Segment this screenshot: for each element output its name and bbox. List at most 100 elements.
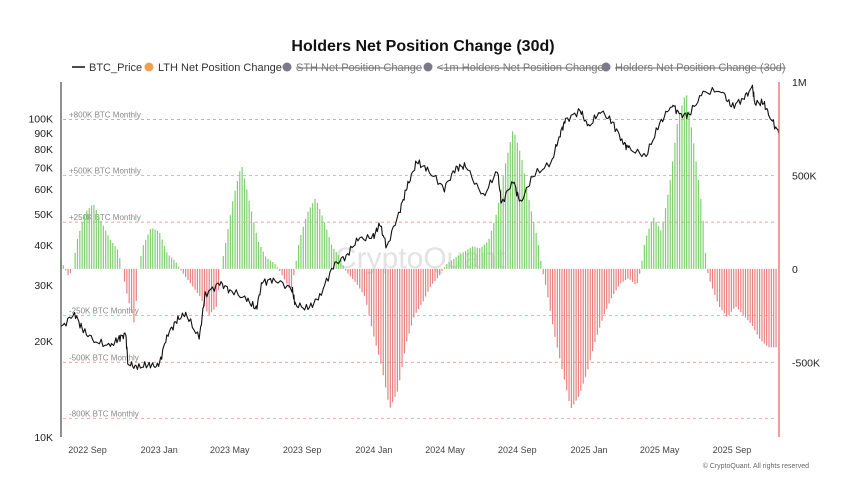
lth-bar [758, 268, 761, 339]
lth-bar [210, 268, 213, 313]
reference-line-label: -500K BTC Monthly [69, 353, 139, 362]
lth-bar [448, 262, 450, 269]
legend-item-sth[interactable]: STH Net Position Change [282, 62, 422, 74]
left-tick-label: 100K [28, 113, 53, 125]
lth-bar [114, 246, 116, 269]
lth-bar [521, 160, 523, 269]
lth-bar [495, 214, 497, 269]
right-tick-label: 500K [792, 170, 817, 182]
lth-bar [646, 235, 648, 269]
lth-bar [686, 95, 688, 269]
lth-bar [159, 233, 161, 269]
lth-bar [709, 268, 711, 282]
lth-bar [377, 268, 380, 355]
legend-label: Holders Net Position Change (30d) [615, 62, 786, 74]
lth-bar [156, 230, 159, 269]
legend-item-btc-price[interactable]: BTC_Price [72, 62, 142, 74]
lth-bar [154, 229, 156, 269]
lth-bar [93, 204, 95, 269]
lth-bar [700, 198, 702, 269]
lth-bar [319, 209, 321, 269]
lth-bar [660, 230, 662, 269]
legend-item-lth[interactable]: LTH Net Position Change [144, 62, 282, 74]
legend-dot-marker [601, 62, 611, 72]
left-tick-label: 50K [34, 209, 53, 221]
lth-bar [255, 232, 257, 269]
lth-bar [234, 190, 236, 269]
lth-bar [112, 242, 114, 269]
lth-bar [655, 221, 657, 269]
lth-bar [714, 268, 716, 295]
lth-bar [756, 268, 758, 335]
lth-bar [502, 176, 504, 269]
lth-bar [396, 268, 398, 392]
lth-bar [185, 268, 187, 277]
lth-bars [60, 95, 777, 409]
lth-bar [206, 268, 208, 312]
lth-bar [199, 268, 201, 297]
lth-bar [192, 268, 194, 287]
lth-bar [676, 124, 678, 269]
lth-bar [563, 268, 565, 380]
lth-bar [537, 244, 540, 269]
legend-dot-marker [144, 62, 154, 72]
lth-bar [556, 268, 558, 348]
lth-bar [170, 257, 173, 269]
lth-bar [582, 268, 584, 384]
lth-bar [547, 268, 549, 298]
lth-bar [168, 255, 170, 269]
lth-bar [631, 268, 634, 282]
lth-bar [420, 268, 422, 306]
reference-line-label: +800K BTC Monthly [69, 110, 141, 119]
lth-bar [375, 268, 377, 346]
lth-bar [370, 268, 373, 327]
lth-bar [726, 268, 728, 317]
lth-bar [766, 268, 768, 346]
lth-bar [467, 249, 469, 269]
lth-bar [634, 268, 636, 285]
lth-bar [140, 256, 142, 269]
legend-label: STH Net Position Change [296, 62, 422, 74]
lth-bar [519, 150, 521, 269]
lth-bar [236, 181, 239, 269]
lth-bar [702, 220, 704, 269]
lth-bar [584, 268, 587, 377]
lth-bar [250, 211, 253, 269]
lth-bar [427, 268, 429, 292]
lth-bar [415, 268, 417, 313]
lth-bar [203, 268, 206, 307]
lth-bar [399, 268, 401, 381]
lth-bar [403, 268, 406, 354]
lth-bar [290, 268, 293, 289]
lth-bar [232, 201, 234, 269]
lth-bar [606, 268, 608, 309]
lth-bar [225, 242, 227, 269]
lth-bar [747, 268, 749, 321]
lth-bar [380, 268, 382, 364]
lth-bar [333, 248, 335, 269]
lth-bar [620, 268, 622, 284]
lth-bar [526, 186, 528, 269]
legend-item-1m-holders[interactable]: <1m Holders Net Position Change [423, 62, 604, 74]
lth-bar [549, 268, 551, 311]
lth-bar [342, 265, 344, 269]
left-axis-ticks: 10K 20K 30K 40K 50K 60K 70K 80K 90K 100K [28, 113, 53, 444]
lth-bar [312, 203, 314, 269]
lth-bar [347, 268, 349, 274]
lth-bar [359, 268, 361, 289]
x-tick-label: 2023 May [210, 445, 250, 455]
lth-bar [147, 234, 149, 269]
legend-dot-marker [423, 62, 433, 72]
lth-bar [441, 268, 443, 271]
lth-bar [552, 268, 554, 325]
lth-bar [512, 131, 514, 269]
lth-bar [276, 267, 278, 269]
x-axis-ticks: 2022 Sep 2023 Jan 2023 May 2023 Sep 2024 Jan… [68, 445, 751, 455]
lth-bar [187, 268, 189, 281]
lth-bar [460, 254, 462, 269]
legend-item-holders-30d[interactable]: Holders Net Position Change (30d) [601, 62, 786, 74]
lth-bar [542, 268, 544, 275]
lth-bar [83, 214, 86, 269]
lth-bar [408, 268, 410, 334]
lth-bar [693, 143, 695, 269]
